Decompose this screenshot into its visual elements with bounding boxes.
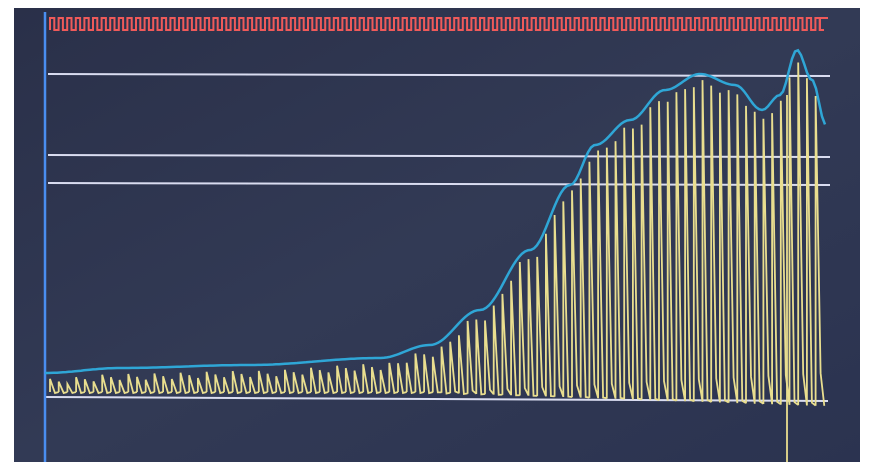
pulse-trace: [49, 17, 828, 31]
signal-path: [49, 62, 826, 407]
reference-lines: [43, 73, 831, 402]
signal-trace: [49, 62, 826, 462]
reference-line: [47, 182, 831, 186]
reference-line: [47, 73, 831, 77]
reference-line: [47, 154, 831, 158]
reference-line: [43, 396, 829, 402]
envelope-trace: [45, 48, 827, 375]
